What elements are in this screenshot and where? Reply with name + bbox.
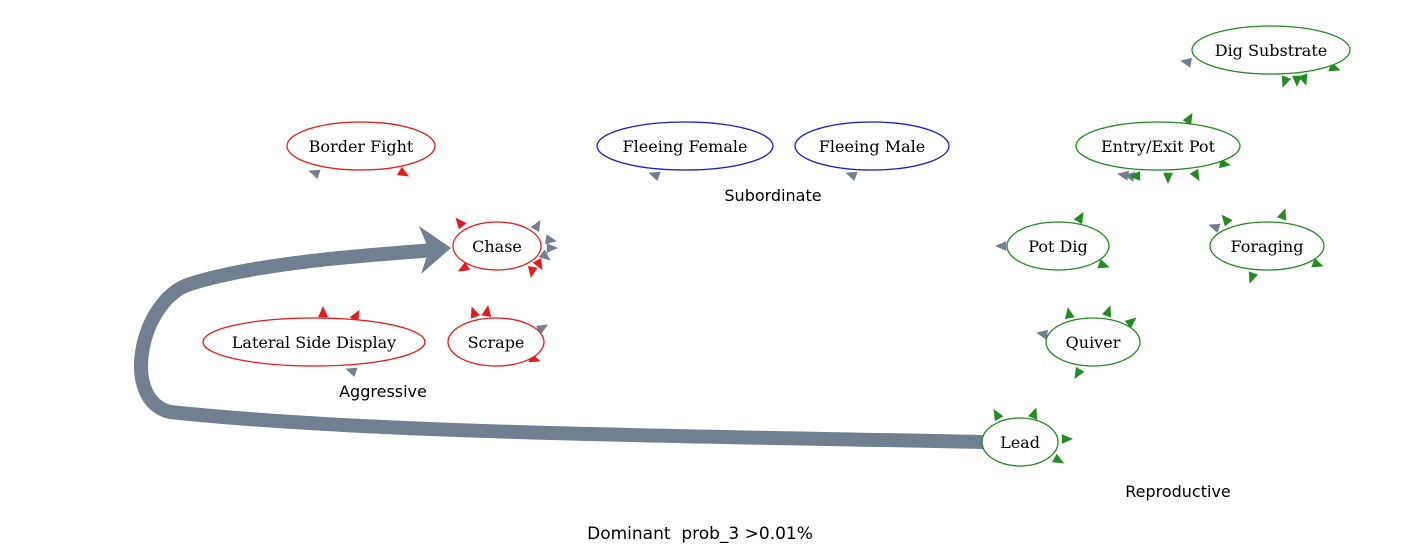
node-entry-exit-pot: Entry/Exit Pot — [1075, 121, 1241, 171]
self-loop-arrowhead-entry-exit-pot-0 — [1182, 112, 1193, 126]
self-loop-arrowhead-chase-2 — [545, 234, 557, 245]
node-ellipse-chase — [452, 221, 542, 271]
self-loop-arrowhead-dig-substrate-2 — [1292, 75, 1302, 87]
node-chase: Chase — [452, 221, 542, 271]
node-label-fleeing-female: Fleeing Female — [623, 137, 748, 156]
node-fleeing-female: Fleeing Female — [596, 121, 774, 171]
self-loop-arrowhead-quiver-0 — [1036, 329, 1048, 340]
node-label-chase: Chase — [472, 237, 522, 256]
node-label-border-fight: Border Fight — [309, 137, 414, 156]
self-loop-arrowhead-lead-2 — [1061, 434, 1073, 444]
self-loop-arrowhead-entry-exit-pot-1 — [1117, 170, 1129, 181]
node-lead: Lead — [981, 417, 1059, 467]
self-loop-arrowhead-fleeing-male-0 — [845, 171, 858, 181]
node-label-scrape: Scrape — [468, 333, 525, 352]
self-loop-arrowhead-chase-7 — [527, 266, 538, 278]
self-loop-arrowhead-scrape-1 — [481, 305, 492, 317]
edge-arrowhead-chase — [419, 226, 451, 274]
self-loop-arrowhead-border-fight-0 — [308, 169, 321, 179]
node-layer: Border Fight Chase Lateral Side Display Scr… — [202, 25, 1351, 467]
node-label-lateral-side-display: Lateral Side Display — [232, 333, 396, 352]
node-fleeing-male: Fleeing Male — [794, 121, 950, 171]
edge-lead-to-chase — [134, 243, 989, 449]
self-loop-arrowhead-dig-substrate-3 — [1298, 73, 1308, 86]
self-loop-arrowhead-chase-6 — [457, 261, 471, 272]
self-loop-arrowhead-entry-exit-pot-3 — [1129, 171, 1141, 181]
node-border-fight: Border Fight — [286, 121, 436, 171]
self-loop-arrowhead-pot-dig-1 — [1073, 211, 1084, 225]
self-loop-arrowhead-quiver-4 — [1074, 366, 1085, 380]
self-loop-arrowhead-foraging-1 — [1221, 214, 1233, 227]
node-label-entry-exit-pot: Entry/Exit Pot — [1101, 137, 1216, 156]
group-label-layer: Aggressive Subordinate Reproductive — [339, 186, 1231, 501]
self-loop-arrowhead-dig-substrate-0 — [1180, 57, 1192, 68]
diagram-caption: Dominant prob_3 >0.01% — [587, 524, 813, 544]
node-ellipse-foraging — [1209, 221, 1325, 271]
self-loop-arrowhead-fleeing-female-0 — [648, 171, 661, 181]
node-scrape: Scrape — [447, 317, 545, 367]
self-loop-arrowhead-chase-4 — [538, 249, 551, 261]
group-label-reproductive: Reproductive — [1125, 482, 1231, 501]
self-loop-arrowhead-scrape-0 — [470, 306, 480, 319]
node-ellipse-pot-dig — [1006, 221, 1110, 271]
node-dig-substrate: Dig Substrate — [1191, 25, 1351, 75]
self-loop-arrowhead-lateral-side-display-2 — [345, 367, 358, 377]
self-loop-arrowhead-chase-3 — [546, 243, 558, 253]
group-label-aggressive: Aggressive — [339, 382, 427, 401]
group-label-subordinate: Subordinate — [724, 186, 821, 205]
arrowhead-layer — [308, 57, 1341, 464]
node-ellipse-fleeing-female — [596, 121, 774, 171]
self-loop-arrowhead-quiver-2 — [1102, 305, 1112, 318]
node-label-lead: Lead — [1000, 433, 1040, 452]
self-loop-arrowhead-lead-3 — [1051, 453, 1065, 464]
self-loop-arrowhead-border-fight-1 — [396, 166, 410, 177]
node-label-quiver: Quiver — [1066, 333, 1121, 352]
node-quiver: Quiver — [1045, 317, 1141, 367]
self-loop-arrowhead-foraging-0 — [1208, 223, 1221, 233]
self-loop-arrowhead-lead-0 — [993, 408, 1004, 422]
self-loop-arrowhead-quiver-3 — [1124, 317, 1137, 329]
node-label-dig-substrate: Dig Substrate — [1215, 41, 1328, 60]
node-ellipse-lateral-side-display — [202, 317, 426, 367]
self-loop-arrowhead-pot-dig-0 — [995, 241, 1007, 251]
node-ellipse-lead — [981, 417, 1059, 467]
edge-layer — [134, 226, 989, 449]
self-loop-arrowhead-lead-1 — [1028, 407, 1038, 420]
self-loop-arrowhead-foraging-4 — [1248, 271, 1258, 284]
self-loop-arrowhead-pot-dig-2 — [1097, 259, 1110, 269]
node-lateral-side-display: Lateral Side Display — [202, 317, 426, 367]
edge-tail-arrowhead-lead — [973, 436, 985, 446]
self-loop-arrowhead-chase-1 — [530, 219, 541, 233]
self-loop-arrowhead-quiver-1 — [1064, 307, 1075, 319]
node-label-fleeing-male: Fleeing Male — [819, 137, 925, 156]
node-ellipse-quiver — [1045, 317, 1141, 367]
self-loop-arrowhead-lateral-side-display-0 — [318, 306, 328, 318]
self-loop-arrowhead-chase-5 — [532, 257, 543, 271]
self-loop-arrowhead-foraging-2 — [1277, 208, 1287, 221]
node-label-pot-dig: Pot Dig — [1028, 237, 1087, 256]
self-loop-arrowhead-foraging-3 — [1311, 258, 1324, 268]
self-loop-arrowhead-lateral-side-display-1 — [349, 309, 360, 323]
self-loop-arrowhead-scrape-2 — [535, 324, 549, 335]
node-ellipse-dig-substrate — [1191, 25, 1351, 75]
self-loop-arrowhead-dig-substrate-1 — [1281, 75, 1291, 88]
node-ellipse-entry-exit-pot — [1075, 121, 1241, 171]
self-loop-arrowhead-entry-exit-pot-4 — [1163, 172, 1173, 184]
self-loop-arrowhead-chase-0 — [455, 217, 467, 230]
node-ellipse-fleeing-male — [794, 121, 950, 171]
node-label-foraging: Foraging — [1231, 237, 1304, 256]
node-pot-dig: Pot Dig — [1006, 221, 1110, 271]
node-ellipse-border-fight — [286, 121, 436, 171]
self-loop-arrowhead-entry-exit-pot-5 — [1189, 168, 1200, 182]
self-loop-arrowhead-entry-exit-pot-2 — [1123, 171, 1135, 182]
node-foraging: Foraging — [1209, 221, 1325, 271]
node-ellipse-scrape — [447, 317, 545, 367]
